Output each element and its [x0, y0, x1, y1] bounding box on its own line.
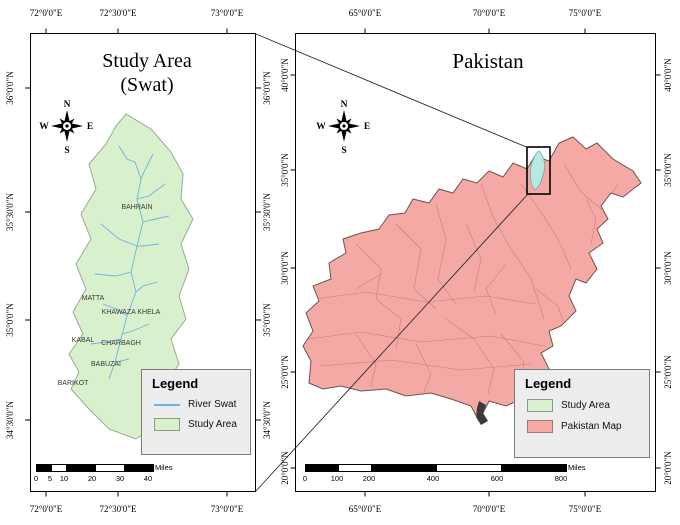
legend-item-label: Pakistan Map — [561, 421, 622, 432]
place-label-khawaza-khela: KHAWAZA KHELA — [102, 309, 161, 316]
scale-tick-label: 600 — [490, 474, 504, 483]
scale-unit-label: Miles — [568, 463, 586, 472]
compass-n-label: N — [341, 100, 348, 110]
scale-tick-label: 100 — [330, 474, 344, 483]
lat-label: 35°0'0"N — [5, 303, 15, 337]
scale-tick-label: 800 — [554, 474, 568, 483]
lon-label: 70°0'0"E — [472, 8, 506, 18]
swat-area-shape — [68, 113, 194, 440]
place-label-charbagh: CHARBAGH — [101, 340, 141, 347]
lat-label: 35°0'0"N — [262, 303, 272, 337]
legend-item-label: Study Area — [188, 419, 237, 430]
lon-label: 72°30'0"E — [99, 504, 137, 514]
scale-tick-label: 40 — [143, 474, 153, 483]
lat-label: 35°30'0"N — [262, 193, 272, 231]
scale-unit-label: Miles — [155, 463, 173, 472]
lon-label: 72°0'0"E — [29, 8, 63, 18]
place-label-kabal: KABAL — [72, 337, 95, 344]
swat-scale-bar: 0 5 10 20 30 40 Miles — [33, 463, 173, 483]
lon-label: 75°0'0"E — [568, 504, 602, 514]
compass-rose: N S E W — [39, 100, 93, 156]
compass-w-label: W — [39, 122, 49, 132]
pakistan-legend-box: Legend Study Area Pakistan Map — [514, 369, 650, 458]
legend-item-river-swat: River Swat — [142, 395, 250, 414]
lat-label: 36°0'0"N — [5, 71, 15, 105]
lon-label: 73°0'0"E — [210, 8, 244, 18]
lat-label: 34°30'0"N — [262, 401, 272, 439]
river-swat-lines — [90, 145, 170, 380]
swat-legend-box: Legend River Swat Study Area — [141, 369, 251, 455]
compass-hub-dot — [65, 124, 69, 128]
legend-item-study-area: Study Area — [515, 395, 649, 416]
scale-tick-labels: 0 5 10 20 30 40 — [33, 472, 152, 483]
scale-tick-labels: 0 100 200 400 600 800 — [302, 472, 567, 483]
place-label-matta: MATTA — [82, 295, 105, 302]
lat-label: 25°0'0"N — [280, 355, 290, 389]
lon-label: 75°0'0"E — [568, 8, 602, 18]
compass-e-label: E — [364, 122, 370, 132]
lon-label: 65°0'0"E — [348, 8, 382, 18]
legend-item-study-area: Study Area — [142, 414, 250, 435]
lat-label: 40°0'0"N — [280, 58, 290, 92]
legend-title: Legend — [152, 376, 199, 391]
pakistan-map-swatch — [527, 420, 553, 433]
lat-label: 34°30'0"N — [5, 401, 15, 439]
lon-label: 70°0'0"E — [472, 504, 506, 514]
scale-tick-label: 5 — [47, 474, 53, 483]
panel-title-line2: (Swat) — [120, 74, 173, 96]
river-line-swatch — [154, 403, 180, 406]
place-label-bahrain: BAHRAIN — [121, 204, 152, 211]
lat-label: 30°0'0"N — [280, 251, 290, 285]
compass-n-label: N — [64, 100, 71, 110]
swat-map-canvas: Study Area (Swat) BAHRAIN — [39, 50, 194, 440]
scale-bar-graphic — [36, 464, 154, 472]
compass-e-label: E — [87, 122, 93, 132]
scale-tick-label: 10 — [59, 474, 69, 483]
legend-item-label: River Swat — [188, 399, 237, 410]
scale-tick-label: 200 — [362, 474, 376, 483]
lon-label: 72°30'0"E — [99, 8, 137, 18]
pakistan-map-panel: Pakistan — [295, 33, 656, 492]
lon-label: 72°0'0"E — [29, 504, 63, 514]
lat-label: 25°0'0"N — [663, 355, 673, 389]
study-area-swatch — [154, 418, 180, 431]
compass-hub-dot — [342, 124, 346, 128]
lat-label: 30°0'0"N — [663, 251, 673, 285]
lat-label: 35°0'0"N — [663, 153, 673, 187]
legend-item-label: Study Area — [561, 400, 610, 411]
lat-label: 20°0'0"N — [663, 451, 673, 485]
scale-tick-label: 400 — [426, 474, 440, 483]
lat-label: 40°0'0"N — [663, 58, 673, 92]
lon-label: 73°0'0"E — [210, 504, 244, 514]
scale-tick-label: 0 — [302, 474, 308, 483]
panel-title: Pakistan — [452, 49, 524, 73]
legend-title: Legend — [525, 376, 572, 391]
place-label-babuzai: BABUZAI — [91, 361, 121, 368]
place-label-barikot: BARIKOT — [58, 380, 89, 387]
lat-label: 35°0'0"N — [280, 153, 290, 187]
lat-label: 36°0'0"N — [262, 71, 272, 105]
scale-tick-label: 20 — [87, 474, 97, 483]
pakistan-scale-bar: 0 100 200 400 600 800 Miles — [302, 463, 586, 483]
compass-w-label: W — [316, 122, 326, 132]
lat-label: 20°0'0"N — [280, 451, 290, 485]
swat-highlight-shape — [529, 150, 545, 191]
scale-tick-label: 0 — [33, 474, 39, 483]
lon-label: 65°0'0"E — [348, 504, 382, 514]
swat-extent-rect — [526, 146, 551, 195]
scale-bar-graphic — [305, 464, 567, 472]
study-area-swatch — [527, 399, 553, 412]
compass-s-label: S — [64, 146, 69, 156]
swat-map-panel: Study Area (Swat) BAHRAIN — [30, 33, 256, 492]
lat-label: 35°30'0"N — [5, 193, 15, 231]
legend-item-pakistan-map: Pakistan Map — [515, 416, 649, 437]
compass-rose: N S E W — [316, 100, 370, 156]
compass-s-label: S — [341, 146, 346, 156]
panel-title-line1: Study Area — [102, 50, 192, 72]
scale-tick-label: 30 — [115, 474, 125, 483]
